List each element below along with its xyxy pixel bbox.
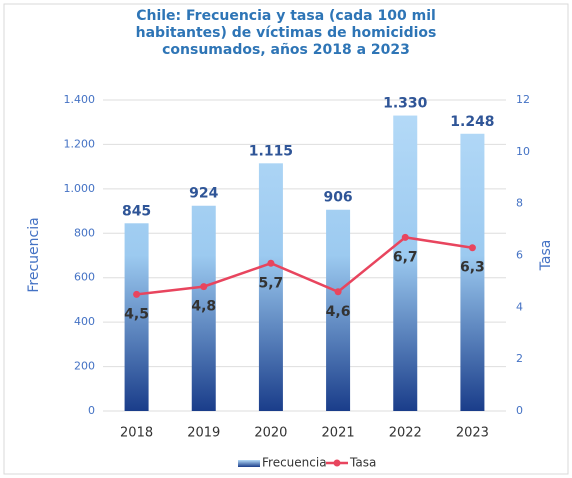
- x-tick-label: 2021: [322, 426, 355, 441]
- y2-tick-label: 6: [516, 249, 523, 262]
- bar-value-label: 1.248: [450, 114, 494, 130]
- y2-tick-label: 2: [516, 352, 523, 365]
- line-value-label: 6,3: [460, 260, 485, 276]
- y-tick-label: 800: [74, 226, 95, 239]
- bar: [191, 205, 216, 411]
- y2-tick-label: 10: [516, 145, 530, 158]
- legend-label: Frecuencia: [262, 456, 327, 470]
- bar: [326, 209, 351, 411]
- chart-title: Chile: Frecuencia y tasa (cada 100 mil h…: [135, 8, 437, 58]
- x-tick-label: 2023: [456, 426, 489, 441]
- line-value-label: 5,7: [259, 275, 284, 291]
- bar: [460, 133, 485, 411]
- border: [3, 3, 569, 475]
- y-tick-label: 1.400: [64, 93, 96, 106]
- y2-tick-label: 12: [516, 93, 530, 106]
- y-tick-label: 200: [74, 360, 95, 373]
- bar-value-label: 924: [189, 186, 218, 202]
- y2-tick-label: 0: [516, 404, 523, 417]
- legend-swatch-marker: [333, 459, 341, 467]
- x-tick-label: 2018: [120, 426, 153, 441]
- line-value-label: 4,6: [326, 304, 351, 320]
- line-marker: [133, 290, 141, 298]
- bar-value-label: 906: [323, 190, 352, 206]
- line-marker: [334, 288, 342, 296]
- line-value-label: 4,5: [124, 306, 149, 322]
- y2-tick-label: 8: [516, 197, 523, 210]
- y2-axis-label: Tasa: [538, 240, 554, 272]
- legend-label: Tasa: [349, 456, 376, 470]
- bar: [124, 223, 149, 411]
- line-marker: [267, 259, 275, 267]
- bar-value-label: 1.330: [383, 96, 428, 112]
- y-tick-label: 1.200: [64, 137, 96, 150]
- y-axis-label: Frecuencia: [26, 217, 42, 292]
- bar-value-label: 845: [122, 203, 151, 219]
- line: [136, 236, 473, 296]
- legend-swatch: [238, 460, 260, 467]
- y-tick-label: 0: [88, 404, 95, 417]
- line-value-label: 4,8: [191, 299, 216, 315]
- x-tick-label: 2020: [254, 426, 287, 441]
- line-marker: [200, 283, 208, 291]
- bar: [393, 115, 418, 412]
- y2-tick-label: 4: [516, 300, 523, 313]
- y-tick-label: 400: [74, 315, 95, 328]
- bar-value-label: 1.115: [249, 143, 293, 159]
- y-tick-label: 1.000: [64, 182, 96, 195]
- line-value-label: 6,7: [393, 249, 418, 265]
- line-marker: [401, 233, 409, 241]
- bar: [258, 163, 283, 411]
- x-tick-label: 2019: [187, 426, 220, 441]
- line-marker: [468, 244, 476, 252]
- y-tick-label: 600: [74, 271, 95, 284]
- x-tick-label: 2022: [389, 426, 422, 441]
